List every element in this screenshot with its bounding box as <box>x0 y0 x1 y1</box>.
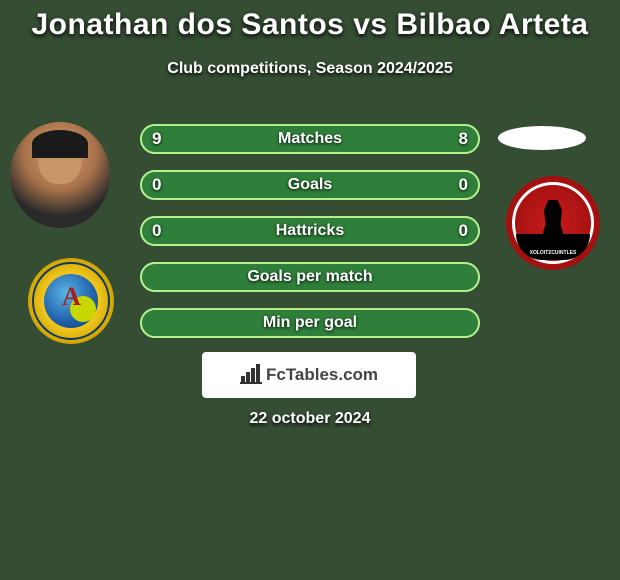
bar-value-right: 0 <box>459 221 468 241</box>
brand-text: FcTables.com <box>266 365 378 385</box>
brand-logo[interactable]: FcTables.com <box>202 352 416 398</box>
date-label: 22 october 2024 <box>0 410 620 428</box>
stat-bars: 9 8 Matches 0 0 Goals 0 0 Hattricks Goals per mat… <box>140 124 480 354</box>
stat-bar-row: Goals per match <box>140 262 480 292</box>
bar-value-right: 0 <box>459 175 468 195</box>
stat-bar-row: 9 8 Matches <box>140 124 480 154</box>
stat-bar-row: 0 0 Goals <box>140 170 480 200</box>
stat-bar-row: 0 0 Hattricks <box>140 216 480 246</box>
bar-value-left: 9 <box>152 129 161 149</box>
bar-value-left: 0 <box>152 221 161 241</box>
badge-text: XOLOITZCUINTLES <box>506 250 600 256</box>
bar-value-right: 8 <box>459 129 468 149</box>
bar-label: Min per goal <box>263 314 357 332</box>
stat-bar-row: Min per goal <box>140 308 480 338</box>
page-title: Jonathan dos Santos vs Bilbao Arteta <box>0 0 620 42</box>
chart-icon <box>240 366 262 384</box>
subtitle: Club competitions, Season 2024/2025 <box>0 60 620 78</box>
bar-label: Goals per match <box>247 268 372 286</box>
bar-label: Matches <box>278 130 342 148</box>
badge-letter-icon: A <box>62 282 81 312</box>
player-avatar-left <box>10 122 110 228</box>
bar-value-left: 0 <box>152 175 161 195</box>
club-badge-left: A <box>28 258 114 344</box>
comparison-card: Jonathan dos Santos vs Bilbao Arteta Clu… <box>0 0 620 580</box>
bar-label: Goals <box>288 176 332 194</box>
bar-label: Hattricks <box>276 222 344 240</box>
player-avatar-right <box>498 126 586 150</box>
club-badge-right: XOLOITZCUINTLES <box>506 176 600 270</box>
badge-dog-icon <box>538 200 568 240</box>
